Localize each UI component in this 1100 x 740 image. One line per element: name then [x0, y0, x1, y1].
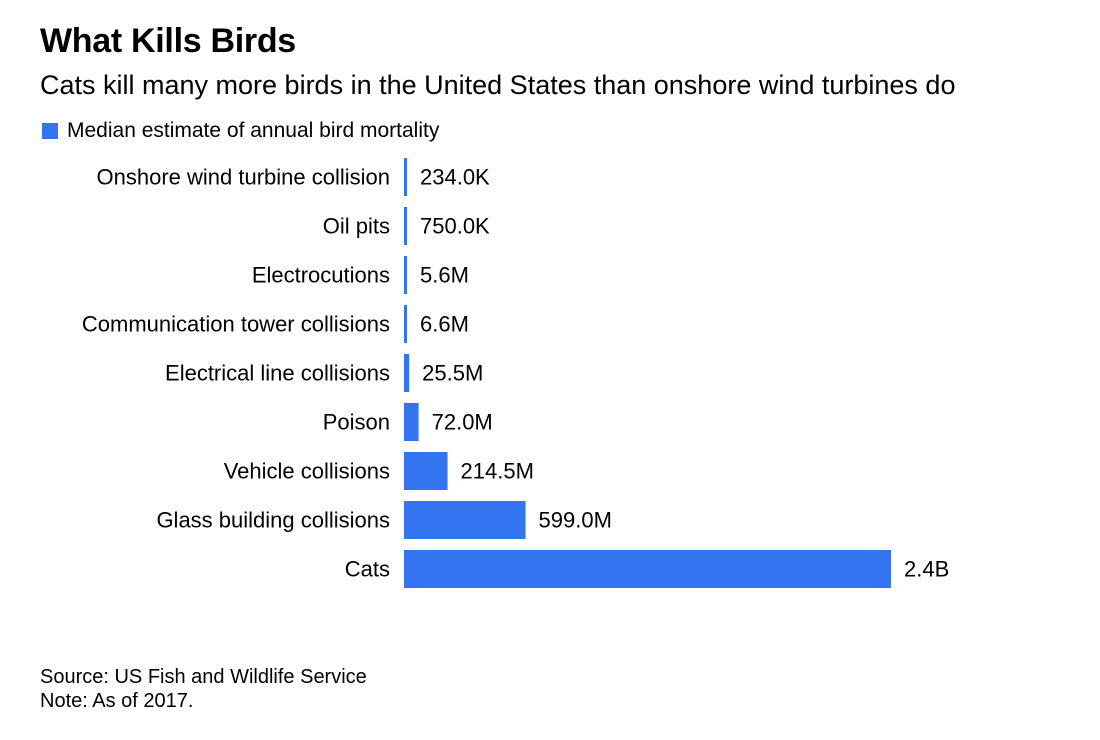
value-label-cats: 2.4B — [904, 557, 949, 582]
category-label-electrocutions: Electrocutions — [252, 263, 390, 288]
value-label-poison: 72.0M — [432, 410, 493, 435]
bar-communication-tower-collisions — [404, 305, 407, 343]
category-label-onshore-wind-turbine-collision: Onshore wind turbine collision — [97, 165, 391, 190]
chart-footer: Source: US Fish and Wildlife Service Not… — [40, 665, 367, 713]
bar-electrical-line-collisions — [404, 354, 410, 392]
date-note: Note: As of 2017. — [40, 690, 194, 712]
category-label-poison: Poison — [323, 410, 390, 435]
bar-poison — [404, 403, 419, 441]
source-note: Source: US Fish and Wildlife Service — [40, 666, 367, 688]
category-label-oil-pits: Oil pits — [323, 214, 390, 239]
value-label-electrical-line-collisions: 25.5M — [422, 361, 483, 386]
bar-oil-pits — [404, 207, 407, 245]
bar-cats — [404, 550, 891, 588]
value-label-glass-building-collisions: 599.0M — [539, 508, 612, 533]
bar-glass-building-collisions — [404, 501, 526, 539]
category-label-cats: Cats — [345, 557, 390, 582]
category-label-glass-building-collisions: Glass building collisions — [156, 508, 390, 533]
chart-title: What Kills Birds — [40, 22, 296, 60]
legend-label: Median estimate of annual bird mortality — [67, 119, 440, 142]
legend-swatch — [42, 123, 58, 139]
bar-vehicle-collisions — [404, 452, 448, 490]
bar-electrocutions — [404, 256, 407, 294]
value-label-onshore-wind-turbine-collision: 234.0K — [420, 165, 490, 190]
value-label-electrocutions: 5.6M — [420, 263, 469, 288]
value-label-oil-pits: 750.0K — [420, 214, 490, 239]
category-label-electrical-line-collisions: Electrical line collisions — [165, 361, 390, 386]
category-label-vehicle-collisions: Vehicle collisions — [224, 459, 390, 484]
value-label-vehicle-collisions: 214.5M — [461, 459, 534, 484]
value-label-communication-tower-collisions: 6.6M — [420, 312, 469, 337]
category-label-communication-tower-collisions: Communication tower collisions — [82, 312, 390, 337]
bar-onshore-wind-turbine-collision — [404, 158, 407, 196]
chart-subtitle: Cats kill many more birds in the United … — [40, 70, 956, 100]
legend: Median estimate of annual bird mortality — [42, 119, 439, 143]
bar-chart: Onshore wind turbine collision 234.0K Oil … — [82, 158, 949, 588]
